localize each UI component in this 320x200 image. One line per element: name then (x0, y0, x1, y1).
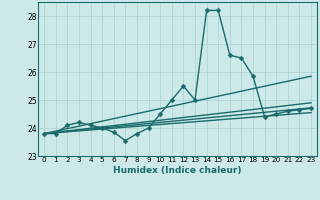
X-axis label: Humidex (Indice chaleur): Humidex (Indice chaleur) (113, 166, 242, 175)
